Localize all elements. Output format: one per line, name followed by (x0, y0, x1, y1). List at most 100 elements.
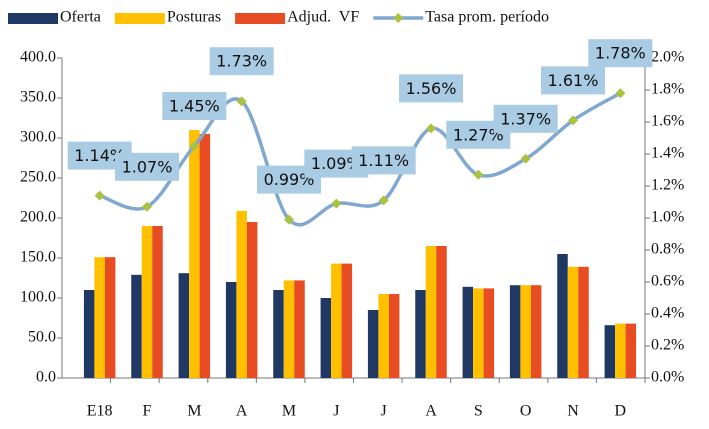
x-tick-label: E18 (87, 403, 113, 420)
data-label: 1.45% (169, 97, 220, 116)
legend-swatch (8, 13, 58, 24)
x-tick-label: A (425, 403, 437, 420)
legend-label: Oferta (60, 9, 101, 26)
y-tick-label: 50.0 (28, 329, 56, 346)
bar (557, 254, 568, 378)
bar (236, 210, 247, 378)
data-label-box (588, 39, 653, 68)
bar (578, 266, 589, 378)
bar (436, 246, 447, 378)
data-label-box (115, 152, 179, 181)
bar (483, 288, 495, 378)
y2-tick-label: 0.4% (651, 305, 684, 322)
bar (189, 130, 200, 378)
legend-label: Posturas (167, 9, 221, 26)
marker (520, 153, 531, 164)
x-tick-label: J (381, 403, 387, 420)
data-label: 1.78% (595, 44, 646, 63)
bar (425, 246, 437, 378)
y2-tick-label: 0.8% (651, 241, 684, 258)
y-tick-label: 300.0 (20, 129, 56, 146)
x-tick-label: O (520, 403, 532, 420)
marker (236, 96, 247, 107)
bar (520, 285, 531, 378)
y2-tick-label: 2.0% (651, 49, 684, 66)
legend-swatch (235, 13, 286, 24)
x-tick-label: M (282, 403, 296, 420)
data-label: 1.73% (216, 52, 267, 71)
marker (378, 195, 389, 206)
data-label-box (162, 92, 227, 120)
marker (426, 123, 436, 134)
data-label: 1.14% (74, 146, 125, 165)
x-tick-label: S (474, 403, 483, 420)
bar (83, 290, 95, 378)
data-label: 1.61% (548, 71, 599, 90)
bar (331, 263, 342, 378)
legend-marker (393, 13, 404, 23)
legend-label: Tasa prom. período (425, 9, 549, 26)
bar (294, 280, 305, 378)
bar (509, 285, 521, 378)
x-tick-label: A (236, 403, 248, 420)
marker (568, 115, 578, 126)
y2-tick-label: 1.4% (651, 145, 684, 162)
x-tick-label: D (615, 403, 627, 420)
legend-label: Adjud. VF (287, 9, 359, 26)
y-tick-label: 150.0 (20, 249, 56, 266)
data-label: 1.09% (311, 154, 362, 173)
data-label: 1.37% (500, 109, 551, 128)
data-label-box (493, 104, 558, 133)
x-tick-label: F (143, 403, 152, 420)
bar (378, 294, 389, 378)
bar (283, 280, 295, 378)
bar (225, 282, 237, 378)
y2-tick-label: 1.2% (651, 177, 684, 194)
data-label: 1.56% (406, 79, 457, 98)
bar (530, 285, 542, 378)
bar (415, 290, 426, 378)
marker (284, 214, 294, 225)
y2-tick-label: 1.0% (651, 209, 684, 226)
marker (142, 201, 152, 212)
y2-tick-label: 0.2% (651, 337, 684, 354)
bar (152, 226, 163, 378)
bar (273, 290, 284, 378)
y2-tick-label: 1.8% (651, 81, 684, 98)
bar (141, 226, 153, 378)
bar (104, 257, 116, 378)
y-tick-label: 250.0 (20, 169, 56, 186)
legend-swatch (114, 13, 165, 24)
marker (331, 198, 342, 209)
x-tick-label: J (333, 403, 339, 420)
y-tick-label: 100.0 (20, 289, 56, 306)
marker (615, 88, 626, 99)
x-tick-label: M (187, 403, 201, 420)
data-label-box (399, 74, 463, 103)
y2-tick-label: 1.6% (651, 113, 684, 130)
y-tick-label: 0.0 (36, 369, 56, 386)
bar (341, 263, 353, 378)
marker (189, 141, 200, 151)
y-tick-label: 350.0 (20, 89, 56, 106)
bar (367, 310, 379, 378)
bar (178, 273, 190, 378)
data-label-box (541, 66, 605, 95)
y-tick-label: 400.0 (20, 49, 56, 66)
x-tick-label: N (567, 403, 579, 420)
bar (320, 298, 332, 378)
bar (615, 323, 626, 378)
data-label: 1.27% (453, 125, 504, 144)
marker (94, 190, 105, 201)
y-tick-label: 200.0 (20, 209, 56, 226)
marker (473, 169, 484, 180)
bar (604, 325, 616, 378)
bar (199, 134, 211, 378)
y2-tick-label: 0.6% (651, 273, 684, 290)
bar (567, 266, 579, 378)
bar (462, 286, 474, 378)
bar (94, 257, 105, 378)
bar (131, 274, 142, 378)
data-label: 1.11% (358, 151, 409, 170)
